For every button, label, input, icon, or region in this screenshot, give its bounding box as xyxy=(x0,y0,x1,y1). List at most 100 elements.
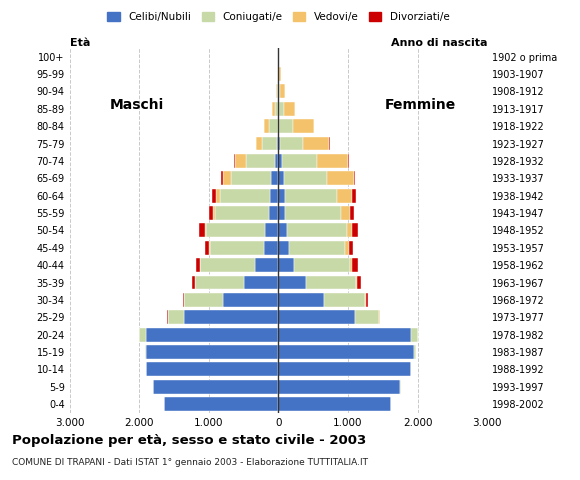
Bar xyxy=(352,189,356,203)
Bar xyxy=(215,206,269,220)
Bar xyxy=(223,293,278,307)
Bar xyxy=(279,67,281,81)
Bar xyxy=(352,258,358,272)
Bar xyxy=(357,276,361,289)
Bar xyxy=(213,206,215,220)
Bar xyxy=(274,102,278,116)
Bar xyxy=(355,310,379,324)
Bar xyxy=(277,84,278,98)
Bar xyxy=(411,328,418,342)
Bar xyxy=(269,119,278,133)
Bar xyxy=(317,154,348,168)
Bar xyxy=(278,206,285,220)
Bar xyxy=(220,189,270,203)
Bar xyxy=(146,328,278,342)
Bar xyxy=(168,310,184,324)
Bar xyxy=(341,206,350,220)
Bar xyxy=(216,189,220,203)
Bar xyxy=(278,328,411,342)
Bar xyxy=(345,241,349,255)
Bar xyxy=(146,362,278,376)
Bar xyxy=(195,276,244,289)
Bar xyxy=(280,137,303,151)
Bar xyxy=(284,102,295,116)
Bar xyxy=(244,276,278,289)
Bar xyxy=(278,258,295,272)
Bar xyxy=(348,154,349,168)
Bar xyxy=(146,345,278,359)
Bar xyxy=(196,258,200,272)
Bar xyxy=(205,241,209,255)
Bar xyxy=(366,293,368,307)
Bar xyxy=(234,154,235,168)
Bar xyxy=(265,224,278,237)
Bar xyxy=(356,276,357,289)
Bar xyxy=(262,137,277,151)
Bar xyxy=(282,154,317,168)
Legend: Celibi/Nubili, Coniugati/e, Vedovi/e, Divorziati/e: Celibi/Nubili, Coniugati/e, Vedovi/e, Di… xyxy=(103,8,454,26)
Bar xyxy=(212,189,216,203)
Bar xyxy=(285,206,341,220)
Text: Anno di nascita: Anno di nascita xyxy=(391,38,487,48)
Bar xyxy=(278,380,400,394)
Bar xyxy=(278,345,414,359)
Bar xyxy=(184,310,278,324)
Bar xyxy=(210,241,264,255)
Bar xyxy=(273,102,274,116)
Bar xyxy=(284,171,327,185)
Bar xyxy=(279,119,293,133)
Bar xyxy=(271,171,278,185)
Bar xyxy=(285,189,337,203)
Bar xyxy=(200,224,205,237)
Bar xyxy=(278,137,280,151)
Bar xyxy=(278,397,391,411)
Bar xyxy=(209,206,213,220)
Bar xyxy=(153,380,278,394)
Bar xyxy=(278,189,285,203)
Bar xyxy=(337,189,352,203)
Bar xyxy=(347,224,352,237)
Bar xyxy=(275,154,278,168)
Bar xyxy=(278,119,279,133)
Bar xyxy=(270,189,278,203)
Bar xyxy=(264,119,269,133)
Bar xyxy=(276,84,277,98)
Bar xyxy=(354,171,356,185)
Bar xyxy=(193,276,194,289)
Bar xyxy=(201,258,255,272)
Bar xyxy=(209,241,210,255)
Bar xyxy=(279,102,284,116)
Bar xyxy=(278,362,411,376)
Bar xyxy=(278,241,289,255)
Bar xyxy=(145,345,146,359)
Bar xyxy=(183,293,184,307)
Text: Età: Età xyxy=(70,38,90,48)
Bar xyxy=(414,345,415,359)
Bar xyxy=(206,224,265,237)
Bar xyxy=(327,171,354,185)
Text: Femmine: Femmine xyxy=(385,98,456,112)
Bar xyxy=(278,310,355,324)
Bar xyxy=(139,328,146,342)
Bar xyxy=(289,241,345,255)
Bar xyxy=(269,206,278,220)
Bar xyxy=(164,397,278,411)
Text: Maschi: Maschi xyxy=(109,98,164,112)
Bar xyxy=(278,224,288,237)
Text: Popolazione per età, sesso e stato civile - 2003: Popolazione per età, sesso e stato civil… xyxy=(12,434,366,447)
Bar xyxy=(246,154,275,168)
Bar xyxy=(349,241,353,255)
Bar xyxy=(278,171,284,185)
Bar xyxy=(293,119,314,133)
Bar xyxy=(278,293,324,307)
Bar xyxy=(350,206,354,220)
Bar xyxy=(184,293,223,307)
Bar xyxy=(255,258,278,272)
Bar xyxy=(235,154,246,168)
Bar xyxy=(303,137,329,151)
Bar xyxy=(277,137,278,151)
Bar xyxy=(281,84,285,98)
Text: COMUNE DI TRAPANI - Dati ISTAT 1° gennaio 2003 - Elaborazione TUTTITALIA.IT: COMUNE DI TRAPANI - Dati ISTAT 1° gennai… xyxy=(12,458,368,468)
Bar xyxy=(365,293,366,307)
Bar xyxy=(352,224,358,237)
